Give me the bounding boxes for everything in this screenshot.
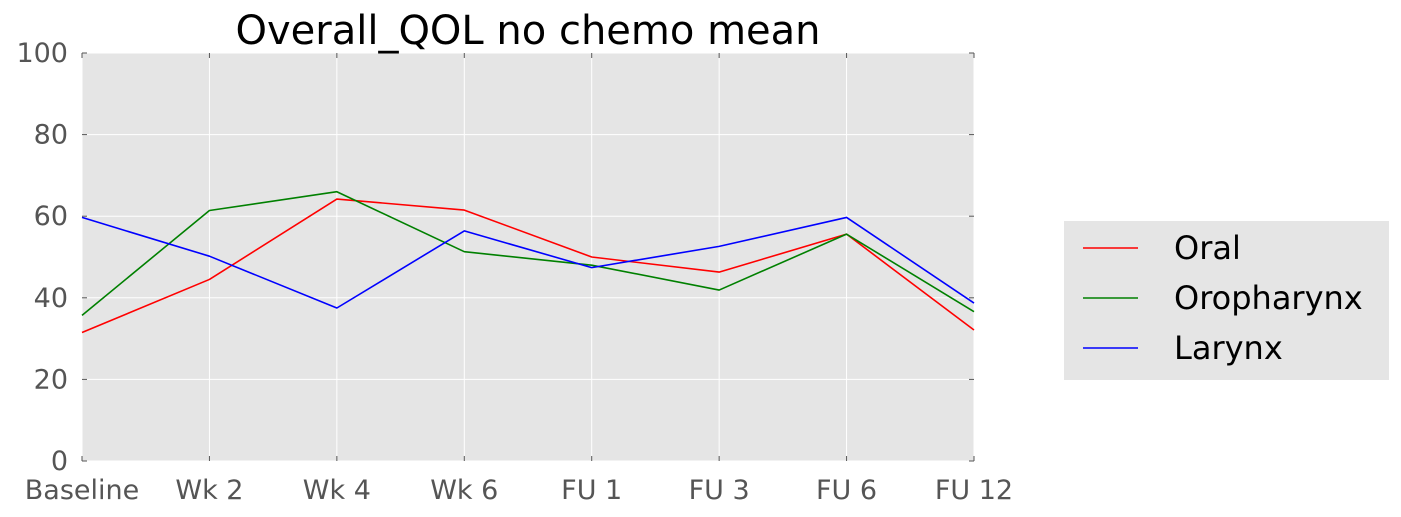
grid	[81, 52, 975, 462]
y-tick-label: 20	[34, 364, 68, 395]
x-tick-label: Wk 4	[303, 475, 371, 506]
axis-ticks	[81, 52, 975, 462]
x-tick-label: Wk 2	[175, 475, 243, 506]
series-line-oropharynx	[81, 190, 975, 316]
x-tick-labels: Baseline Wk 2 Wk 4 Wk 6 FU 1 FU 3 FU 6 FU 12	[25, 475, 1013, 506]
y-tick-label: 60	[34, 201, 68, 232]
legend-label-larynx: Larynx	[1174, 329, 1283, 367]
plot-background	[82, 53, 974, 461]
x-tick-label: FU 6	[816, 475, 877, 506]
x-tick-label: Baseline	[25, 475, 139, 506]
y-tick-label: 80	[34, 120, 68, 151]
y-tick-label: 100	[16, 38, 68, 69]
y-tick-labels: 0 20 40 60 80 100	[16, 38, 68, 477]
legend-label-oral: Oral	[1174, 229, 1241, 267]
x-tick-label: FU 1	[561, 475, 622, 506]
chart-title: Overall_QOL no chemo mean	[236, 8, 821, 54]
legend-label-oropharynx: Oropharynx	[1174, 279, 1363, 317]
y-tick-label: 0	[51, 446, 68, 477]
legend: Oral Oropharynx Larynx	[1064, 221, 1389, 380]
series-line-oral	[81, 198, 975, 334]
x-tick-label: Wk 6	[430, 475, 498, 506]
y-tick-label: 40	[34, 283, 68, 314]
series-lines	[81, 190, 975, 334]
series-line-larynx	[81, 216, 975, 309]
x-tick-label: FU 12	[935, 475, 1013, 506]
x-tick-label: FU 3	[689, 475, 750, 506]
